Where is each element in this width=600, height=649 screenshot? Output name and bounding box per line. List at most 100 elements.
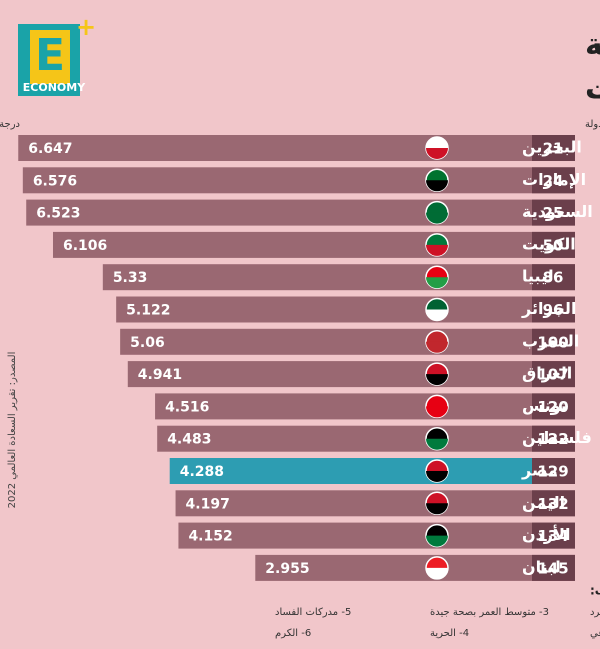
rank-label: 145 bbox=[537, 559, 568, 577]
title-line: سعادة في آخر 3 سنوات bbox=[585, 70, 600, 107]
title-line: الخليجيون أكثر الشعوب العربية bbox=[585, 25, 600, 63]
category-label: الإمارات bbox=[522, 170, 586, 189]
rank-box bbox=[532, 296, 575, 323]
value-label: 6.523 bbox=[36, 206, 80, 222]
flag-part bbox=[426, 374, 448, 386]
value-label: 4.941 bbox=[138, 367, 182, 383]
bar bbox=[169, 458, 576, 484]
category-label: السعودية bbox=[522, 202, 593, 221]
value-label: 2.955 bbox=[265, 561, 309, 577]
rank-label: 96 bbox=[543, 301, 564, 319]
category-label: فلسطين bbox=[522, 428, 592, 447]
rank-label: 120 bbox=[537, 398, 568, 416]
logo-letter-bg bbox=[30, 30, 70, 84]
category-label: لبنان bbox=[522, 557, 561, 576]
bar bbox=[157, 425, 575, 452]
category-label: مصر bbox=[521, 461, 558, 480]
rank-box bbox=[532, 199, 575, 226]
bar bbox=[155, 393, 575, 420]
value-label: 4.152 bbox=[188, 529, 232, 545]
rank-label: 129 bbox=[537, 463, 568, 481]
value-label: 4.483 bbox=[167, 432, 211, 448]
flag-part bbox=[426, 567, 448, 579]
category-label: الأردن bbox=[522, 525, 570, 544]
rank-box bbox=[532, 361, 575, 388]
notes-heading: ترتيب الدول حسب: bbox=[590, 584, 600, 599]
flag-part bbox=[426, 341, 448, 353]
value-header: درجة السعادة من 10 bbox=[0, 119, 20, 130]
bar bbox=[178, 522, 576, 549]
bar bbox=[175, 490, 575, 517]
category-label: العراق bbox=[522, 364, 572, 383]
bar bbox=[18, 135, 576, 161]
rank-box bbox=[532, 458, 575, 484]
value-label: 6.576 bbox=[33, 173, 77, 189]
flag-part bbox=[426, 535, 448, 547]
category-label: الجزائر bbox=[521, 299, 576, 318]
value-label: 4.516 bbox=[165, 399, 209, 415]
rank-box bbox=[532, 264, 575, 291]
logo-word: ECONOMY bbox=[23, 81, 86, 94]
logo-letter: E bbox=[35, 30, 65, 81]
flag-part bbox=[426, 180, 448, 192]
bar bbox=[120, 328, 575, 355]
category-label: المغرب bbox=[522, 331, 579, 350]
flag-part bbox=[426, 244, 448, 256]
value-label: 5.33 bbox=[113, 270, 148, 286]
rank-label: 25 bbox=[543, 204, 564, 222]
rank-box bbox=[532, 393, 575, 420]
rank-header: الترتيب عالميا من أصل 146 دولة bbox=[585, 117, 600, 130]
flag-part bbox=[426, 212, 448, 224]
rank-label: 132 bbox=[537, 495, 568, 513]
note-item: 4- الحرية bbox=[430, 628, 469, 639]
value-label: 5.122 bbox=[126, 303, 170, 319]
rank-label: 21 bbox=[543, 140, 564, 158]
flag-part bbox=[426, 406, 448, 418]
bar bbox=[52, 231, 575, 258]
rank-label: 122 bbox=[537, 430, 568, 448]
flag-part bbox=[426, 438, 448, 450]
bar bbox=[255, 554, 575, 581]
flag-part bbox=[426, 277, 448, 289]
rank-box bbox=[532, 425, 575, 452]
value-label: 4.197 bbox=[186, 496, 230, 512]
rank-label: 134 bbox=[537, 527, 568, 545]
source: المصدر: تقرير السعادة العالمي 2022 bbox=[7, 352, 18, 509]
rank-box bbox=[532, 522, 575, 549]
category-label: البحرين bbox=[522, 138, 582, 157]
flag-part bbox=[426, 471, 448, 482]
bar bbox=[22, 167, 575, 194]
value-label: 6.647 bbox=[28, 141, 72, 157]
value-label: 4.288 bbox=[180, 464, 224, 480]
category-label: تونس bbox=[522, 396, 567, 415]
logo-plus: + bbox=[76, 13, 96, 41]
flag-part bbox=[426, 503, 448, 515]
bar bbox=[116, 296, 575, 323]
rank-box bbox=[532, 231, 575, 258]
rank-label: 24 bbox=[543, 172, 564, 190]
category-label: اليمن bbox=[522, 493, 565, 512]
rank-box bbox=[532, 135, 575, 161]
category-label: الكويت bbox=[522, 234, 576, 253]
note-item: 3- متوسط العمر بصحة جيدة bbox=[430, 607, 549, 618]
bar bbox=[102, 264, 576, 291]
flag-part bbox=[426, 309, 448, 321]
bar bbox=[127, 361, 575, 388]
rank-box bbox=[532, 328, 575, 355]
value-label: 6.106 bbox=[63, 238, 107, 254]
rank-box bbox=[532, 490, 575, 517]
rank-label: 100 bbox=[537, 333, 568, 351]
note-item: 1- الناتج المحلي الإجمالي للفرد bbox=[590, 607, 600, 618]
logo: E ECONOMY + bbox=[18, 13, 96, 96]
bar bbox=[26, 199, 576, 226]
rank-label: 86 bbox=[543, 269, 564, 287]
note-item: 5- مدركات الفساد bbox=[275, 607, 351, 618]
rank-label: 50 bbox=[543, 236, 564, 254]
rank-box bbox=[532, 554, 575, 581]
rank-box bbox=[532, 167, 575, 194]
note-item: 2- الدعم الاجتماعي bbox=[590, 628, 600, 639]
value-label: 5.06 bbox=[130, 335, 165, 351]
rank-label: 107 bbox=[537, 366, 568, 384]
